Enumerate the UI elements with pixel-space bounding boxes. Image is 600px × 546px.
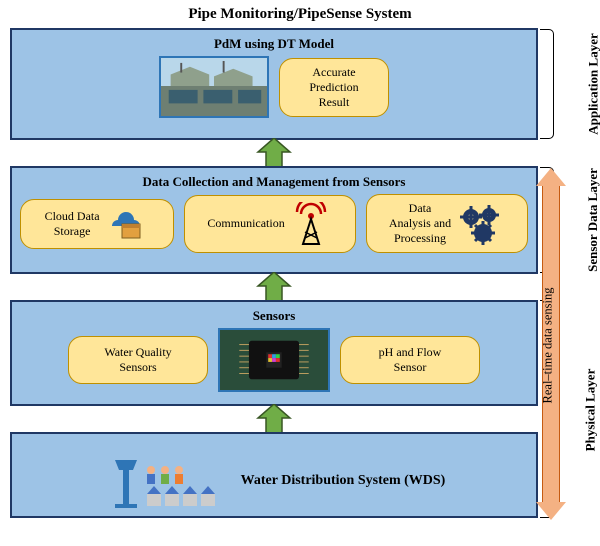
sensors-title: Sensors	[20, 308, 528, 324]
sensor-chip-image	[218, 328, 330, 392]
cloud-box-icon	[106, 206, 150, 242]
antenna-icon	[291, 202, 333, 246]
wds-layer: Water Distribution System (WDS)	[10, 432, 538, 518]
sensor-data-layer: Data Collection and Management from Sens…	[10, 166, 538, 274]
wds-icon	[103, 450, 223, 512]
realtime-label: Real–time data sensing	[540, 288, 555, 404]
gears-icon	[457, 203, 505, 245]
gap-2	[10, 274, 538, 300]
analysis-label: Data Analysis and Processing	[389, 201, 451, 246]
application-layer: PdM using DT Model Accurate Prediction R…	[10, 28, 538, 140]
layer-stack: PdM using DT Model Accurate Prediction R…	[10, 28, 538, 518]
cloud-label: Cloud Data Storage	[45, 209, 100, 239]
sensor-data-title: Data Collection and Management from Sens…	[20, 174, 528, 190]
prediction-result-pill: Accurate Prediction Result	[279, 58, 389, 117]
arrow-up-icon	[256, 272, 292, 302]
sdl-bracket-label: Sensor Data Layer	[585, 168, 600, 272]
analysis-pill: Data Analysis and Processing	[366, 194, 528, 253]
app-bracket-label: Application Layer	[585, 33, 600, 134]
arrow-up-icon	[256, 138, 292, 168]
gap-1	[10, 140, 538, 166]
app-layer-title: PdM using DT Model	[20, 36, 528, 52]
water-quality-pill: Water Quality Sensors	[68, 336, 208, 384]
ph-flow-pill: pH and Flow Sensor	[340, 336, 480, 384]
diagram-title: Pipe Monitoring/PipeSense System	[0, 0, 600, 27]
cloud-storage-pill: Cloud Data Storage	[20, 199, 174, 249]
facility-image	[159, 56, 269, 118]
arrow-up-icon	[256, 404, 292, 434]
app-bracket	[540, 29, 554, 139]
comm-label: Communication	[207, 216, 284, 231]
sensors-layer: Sensors Water Quality Sensors	[10, 300, 538, 406]
gap-3	[10, 406, 538, 432]
communication-pill: Communication	[184, 195, 356, 253]
phys-bracket-label: Physical Layer	[583, 369, 599, 452]
wds-label: Water Distribution System (WDS)	[241, 473, 446, 489]
